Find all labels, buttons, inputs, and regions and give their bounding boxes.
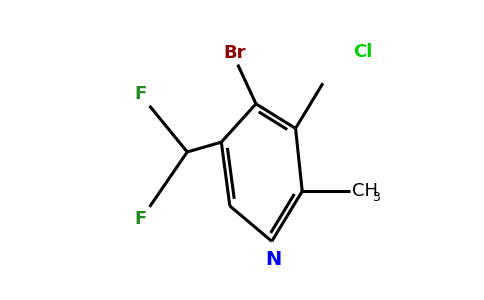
Text: F: F bbox=[135, 210, 147, 228]
Text: Br: Br bbox=[224, 44, 246, 62]
Text: CH: CH bbox=[352, 182, 378, 200]
Text: Cl: Cl bbox=[353, 43, 373, 61]
Text: 3: 3 bbox=[372, 191, 379, 204]
Text: F: F bbox=[135, 85, 147, 103]
Text: N: N bbox=[265, 250, 281, 269]
